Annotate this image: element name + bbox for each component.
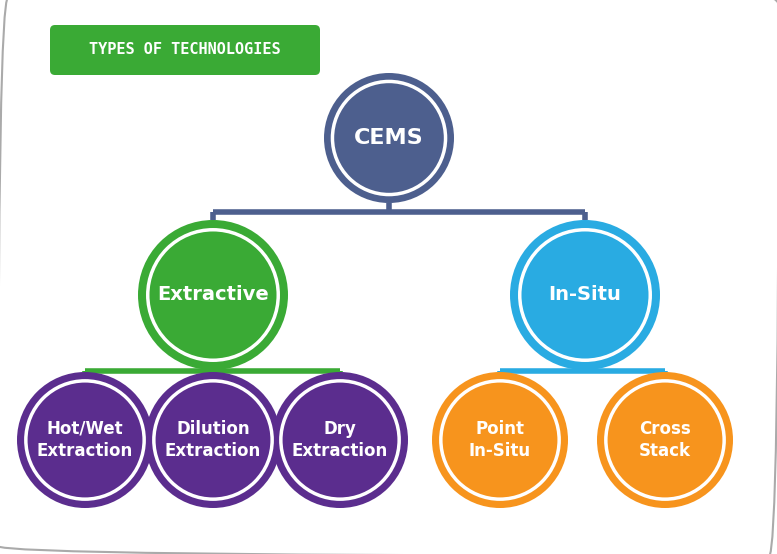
- Text: Cross
Stack: Cross Stack: [639, 420, 691, 460]
- Text: In-Situ: In-Situ: [549, 285, 622, 305]
- Text: Dry
Extraction: Dry Extraction: [292, 420, 388, 460]
- Circle shape: [597, 372, 733, 508]
- Text: Point
In-Situ: Point In-Situ: [469, 420, 531, 460]
- Text: Hot/Wet
Extraction: Hot/Wet Extraction: [37, 420, 133, 460]
- Text: Extractive: Extractive: [157, 285, 269, 305]
- Text: CEMS: CEMS: [354, 128, 423, 148]
- Circle shape: [272, 372, 408, 508]
- FancyBboxPatch shape: [50, 25, 320, 75]
- Circle shape: [432, 372, 568, 508]
- Text: TYPES OF TECHNOLOGIES: TYPES OF TECHNOLOGIES: [89, 43, 280, 58]
- Circle shape: [17, 372, 153, 508]
- Circle shape: [324, 73, 454, 203]
- Circle shape: [510, 220, 660, 370]
- Circle shape: [145, 372, 281, 508]
- Text: Dilution
Extraction: Dilution Extraction: [165, 420, 261, 460]
- Circle shape: [138, 220, 288, 370]
